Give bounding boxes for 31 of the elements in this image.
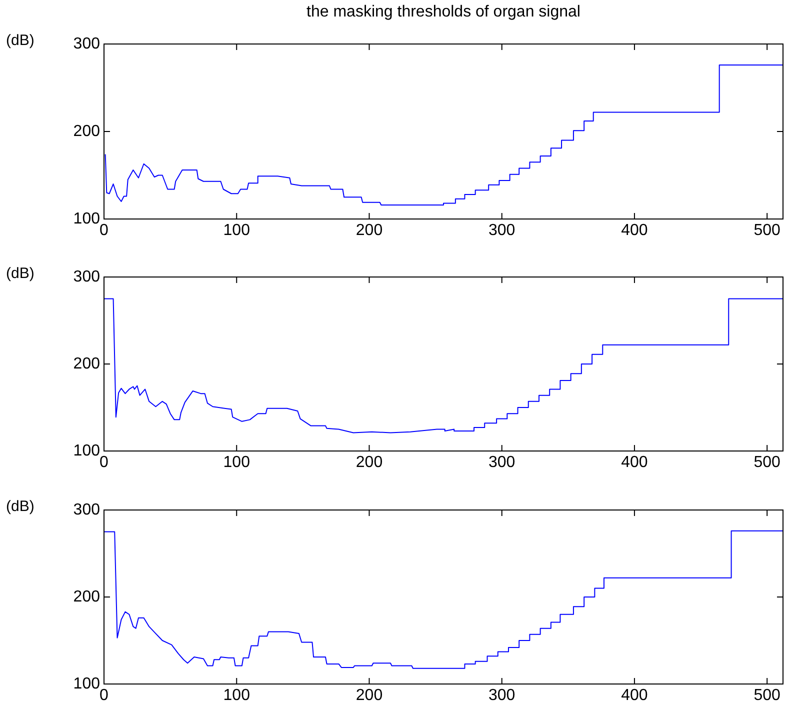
x-tick-label: 400 <box>621 687 648 704</box>
chart-title: the masking thresholds of organ signal <box>306 3 580 20</box>
x-tick-label: 300 <box>488 222 516 240</box>
x-tick-label: 200 <box>356 222 383 240</box>
x-tick-label: 200 <box>356 687 383 704</box>
x-tick-label: 400 <box>621 222 648 240</box>
x-tick-label: 500 <box>754 687 781 704</box>
x-tick-label: 100 <box>223 454 250 472</box>
y-tick-label: 100 <box>73 210 100 228</box>
x-tick-label: 400 <box>621 454 648 472</box>
x-tick-label: 0 <box>100 222 109 240</box>
y-axis-title: (dB) <box>6 32 34 50</box>
x-tick-label: 200 <box>356 454 383 472</box>
x-tick-label: 0 <box>100 454 109 472</box>
y-tick-label: 200 <box>73 122 100 140</box>
x-tick-label: 100 <box>223 222 250 240</box>
y-tick-label: 100 <box>73 442 100 460</box>
y-tick-label: 200 <box>73 588 100 606</box>
y-tick-label: 300 <box>73 268 100 286</box>
y-axis-title: (dB) <box>6 498 34 516</box>
x-tick-label: 500 <box>754 454 781 472</box>
x-tick-label: 300 <box>488 454 516 472</box>
y-axis-title: (dB) <box>6 265 34 282</box>
x-tick-label: 0 <box>100 687 109 704</box>
y-tick-label: 300 <box>73 501 100 518</box>
x-tick-label: 100 <box>223 687 250 704</box>
y-tick-label: 300 <box>73 35 100 52</box>
x-tick-label: 300 <box>488 687 516 704</box>
y-tick-label: 200 <box>73 355 100 372</box>
x-tick-label: 500 <box>754 222 781 240</box>
y-tick-label: 100 <box>73 675 100 692</box>
